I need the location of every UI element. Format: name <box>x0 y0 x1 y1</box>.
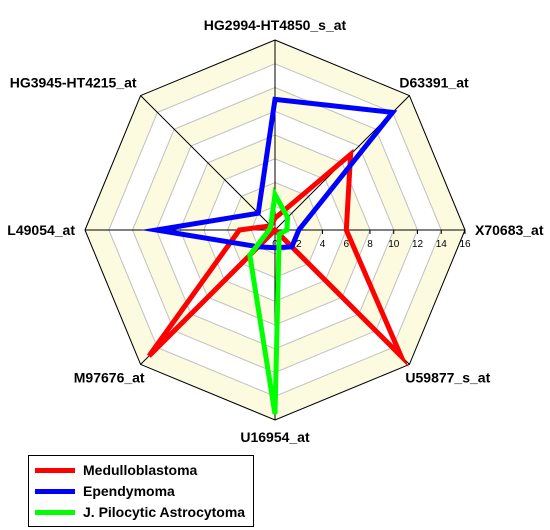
legend-label: Medulloblastoma <box>83 462 198 478</box>
axis-label: L49054_at <box>7 222 75 238</box>
tick-label: 2 <box>296 239 302 250</box>
legend-label: J. Pilocytic Astrocytoma <box>83 504 246 520</box>
series-line <box>247 186 291 415</box>
tick-label: 0 <box>272 239 278 250</box>
axis-label: HG2994-HT4850_s_at <box>204 17 347 33</box>
tick-label: 6 <box>343 239 349 250</box>
legend-label: Ependymoma <box>83 483 175 499</box>
data-series <box>140 96 409 415</box>
axis-labels: HG2994-HT4850_s_at D63391_at X70683_at U598… <box>7 17 544 445</box>
tick-label: 10 <box>388 239 400 250</box>
series-line <box>140 96 398 251</box>
legend-swatch-red <box>35 467 75 473</box>
legend-swatch-blue <box>35 488 75 494</box>
tick-label: 12 <box>412 239 424 250</box>
axis-spoke <box>140 95 276 231</box>
tick-label: 4 <box>320 239 326 250</box>
axis-label: HG3945-HT4215_at <box>10 75 137 91</box>
axis-label: M97676_at <box>74 369 145 385</box>
legend: Medulloblastoma Ependymoma J. Pilocytic … <box>28 455 254 527</box>
axis-label: D63391_at <box>399 75 469 91</box>
axis-label: U59877_s_at <box>405 369 490 385</box>
legend-item-pilocytic-astrocytoma: J. Pilocytic Astrocytoma <box>35 502 245 522</box>
legend-item-medulloblastoma: Medulloblastoma <box>35 460 197 480</box>
legend-item-ependymoma: Ependymoma <box>35 481 175 501</box>
tick-label: 14 <box>436 239 448 250</box>
series-line <box>146 148 409 368</box>
tick-label: 16 <box>459 239 471 250</box>
axis-label: U16954_at <box>240 429 310 445</box>
axis-label: X70683_at <box>475 222 544 238</box>
legend-swatch-green <box>35 509 75 515</box>
tick-label: 8 <box>367 239 373 250</box>
tick-labels: 0 2 4 6 8 10 12 14 16 <box>272 230 471 250</box>
